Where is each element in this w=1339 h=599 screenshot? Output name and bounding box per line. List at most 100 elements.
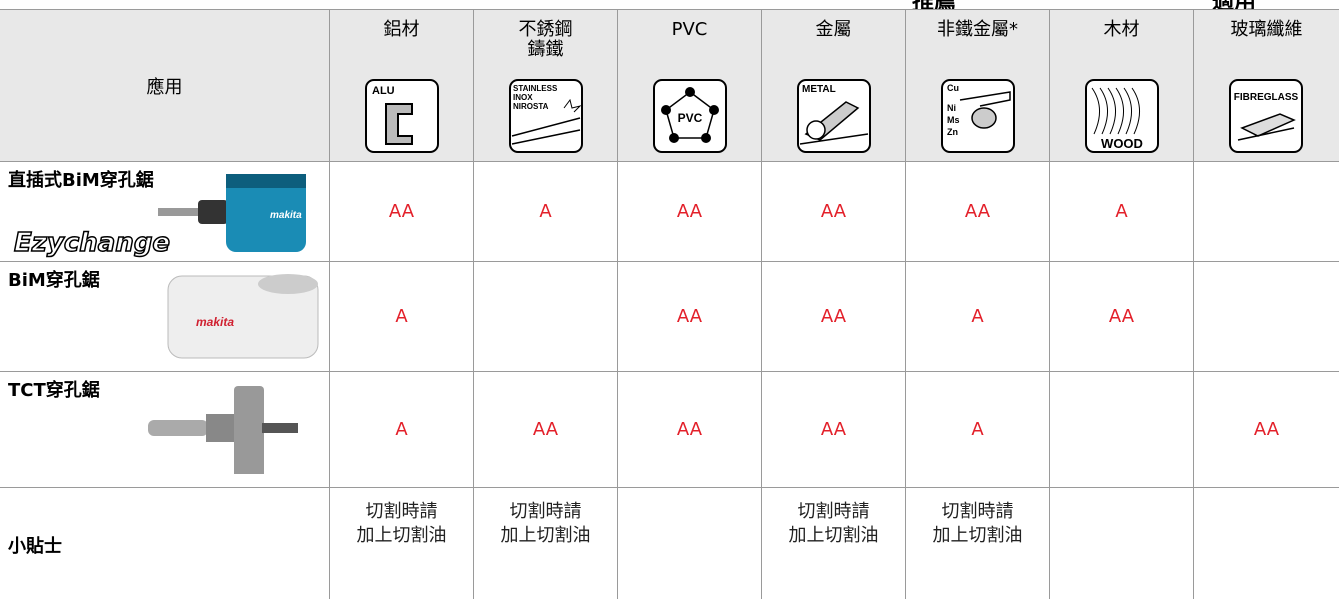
row-header: TCT穿孔鋸 (0, 372, 330, 488)
value-box: AA (618, 262, 761, 371)
shape (959, 91, 1011, 107)
corner-label: 應用 (146, 76, 183, 98)
value-cell: AA (762, 262, 906, 372)
row-header: 直插式BiM穿孔鋸 makita Ezychange (0, 162, 330, 262)
rating: AA (964, 201, 991, 222)
icon-text: STAINLESS (513, 84, 558, 93)
row-label: 直插式BiM穿孔鋸 (8, 170, 154, 191)
value-cell: A (330, 372, 474, 488)
value-box: AA (1050, 262, 1193, 371)
row-label: 小貼士 (8, 536, 62, 557)
value-cell: A (474, 162, 618, 262)
column-header: 木材 WOOD (1050, 10, 1194, 162)
material-icon: WOOD (1085, 79, 1159, 153)
material-icon: ALU (365, 79, 439, 153)
shape (799, 133, 869, 145)
icon-text: METAL (802, 84, 836, 95)
column-header: 鋁材 ALU (330, 10, 474, 162)
shape (685, 87, 695, 97)
material-icon: PVC (653, 79, 727, 153)
rating: AA (1108, 306, 1135, 327)
value-cell (618, 488, 762, 599)
value-box: A (474, 162, 617, 261)
tip-text: 加上切割油 (788, 525, 879, 546)
column-header: 金屬 METAL (762, 10, 906, 162)
column-label: 鑄鐵 (527, 39, 564, 60)
value-cell: AA (1194, 372, 1339, 488)
value-box: AA (1194, 372, 1339, 487)
rating: AA (676, 306, 703, 327)
rating: A (1115, 201, 1128, 222)
icon-text: Ni (947, 103, 956, 113)
value-box: AA (906, 162, 1049, 261)
value-cell: A (906, 262, 1050, 372)
shape (511, 117, 581, 145)
shape (385, 103, 413, 145)
value-cell: A (1050, 162, 1194, 262)
rating: AA (676, 419, 703, 440)
value-box: AA (618, 162, 761, 261)
value-box: AA (762, 372, 905, 487)
row-label: BiM穿孔鋸 (8, 270, 100, 291)
corner-cell: 應用 (0, 10, 330, 162)
shape (262, 423, 298, 433)
row-header: BiM穿孔鋸 makita (0, 262, 330, 372)
tip-text: 加上切割油 (500, 525, 591, 546)
tip-text: 切割時請 (365, 501, 438, 522)
shape (971, 107, 997, 129)
icon-text: Cu (947, 83, 959, 93)
rating: A (971, 306, 984, 327)
column-label-box: 鋁材 (330, 20, 473, 40)
shape (226, 174, 306, 188)
material-icon: Cu Ni Ms Zn (941, 79, 1015, 153)
value-box: A (330, 262, 473, 371)
shape (1099, 87, 1108, 135)
tip-box: 切割時請 加上切割油 (762, 500, 905, 548)
value-cell: AA (618, 372, 762, 488)
product-logo: Ezychange (13, 227, 171, 259)
icon-text: WOOD (1101, 136, 1143, 151)
value-cell: AA (474, 372, 618, 488)
shape (806, 120, 826, 140)
value-cell (1050, 372, 1194, 488)
rating: AA (1253, 419, 1280, 440)
icon-frame (365, 79, 439, 153)
row-label: TCT穿孔鋸 (8, 380, 100, 401)
rating: A (395, 306, 408, 327)
value-cell: AA (618, 262, 762, 372)
icon-frame (1085, 79, 1159, 153)
rating: A (395, 419, 408, 440)
icon-text: NIROSTA (513, 102, 549, 111)
shape (1115, 87, 1124, 135)
value-box: AA (618, 372, 761, 487)
shape (198, 200, 228, 224)
material-icon: METAL (797, 79, 871, 153)
shape (148, 420, 208, 436)
shape (563, 98, 582, 113)
value-cell: 切割時請 加上切割油 (474, 488, 618, 599)
value-cell: A (906, 372, 1050, 488)
rating: AA (820, 201, 847, 222)
icon-text: PVC (678, 111, 703, 125)
value-box: AA (762, 262, 905, 371)
icon-text: Zn (947, 127, 958, 137)
shape (226, 174, 306, 252)
tip-box: 切割時請 加上切割油 (330, 500, 473, 548)
shape (669, 133, 679, 143)
value-box: A (330, 372, 473, 487)
column-label: 金屬 (815, 19, 852, 40)
value-box: A (1050, 162, 1193, 261)
column-label: 木材 (1103, 19, 1140, 40)
value-cell: AA (618, 162, 762, 262)
row-header: 小貼士 (0, 488, 330, 599)
tip-text: 切割時請 (509, 501, 582, 522)
shape (234, 386, 264, 474)
value-cell (1194, 262, 1339, 372)
product-image: makita (158, 174, 306, 252)
shape (1091, 87, 1100, 135)
value-cell (1194, 488, 1339, 599)
shape (206, 414, 236, 442)
